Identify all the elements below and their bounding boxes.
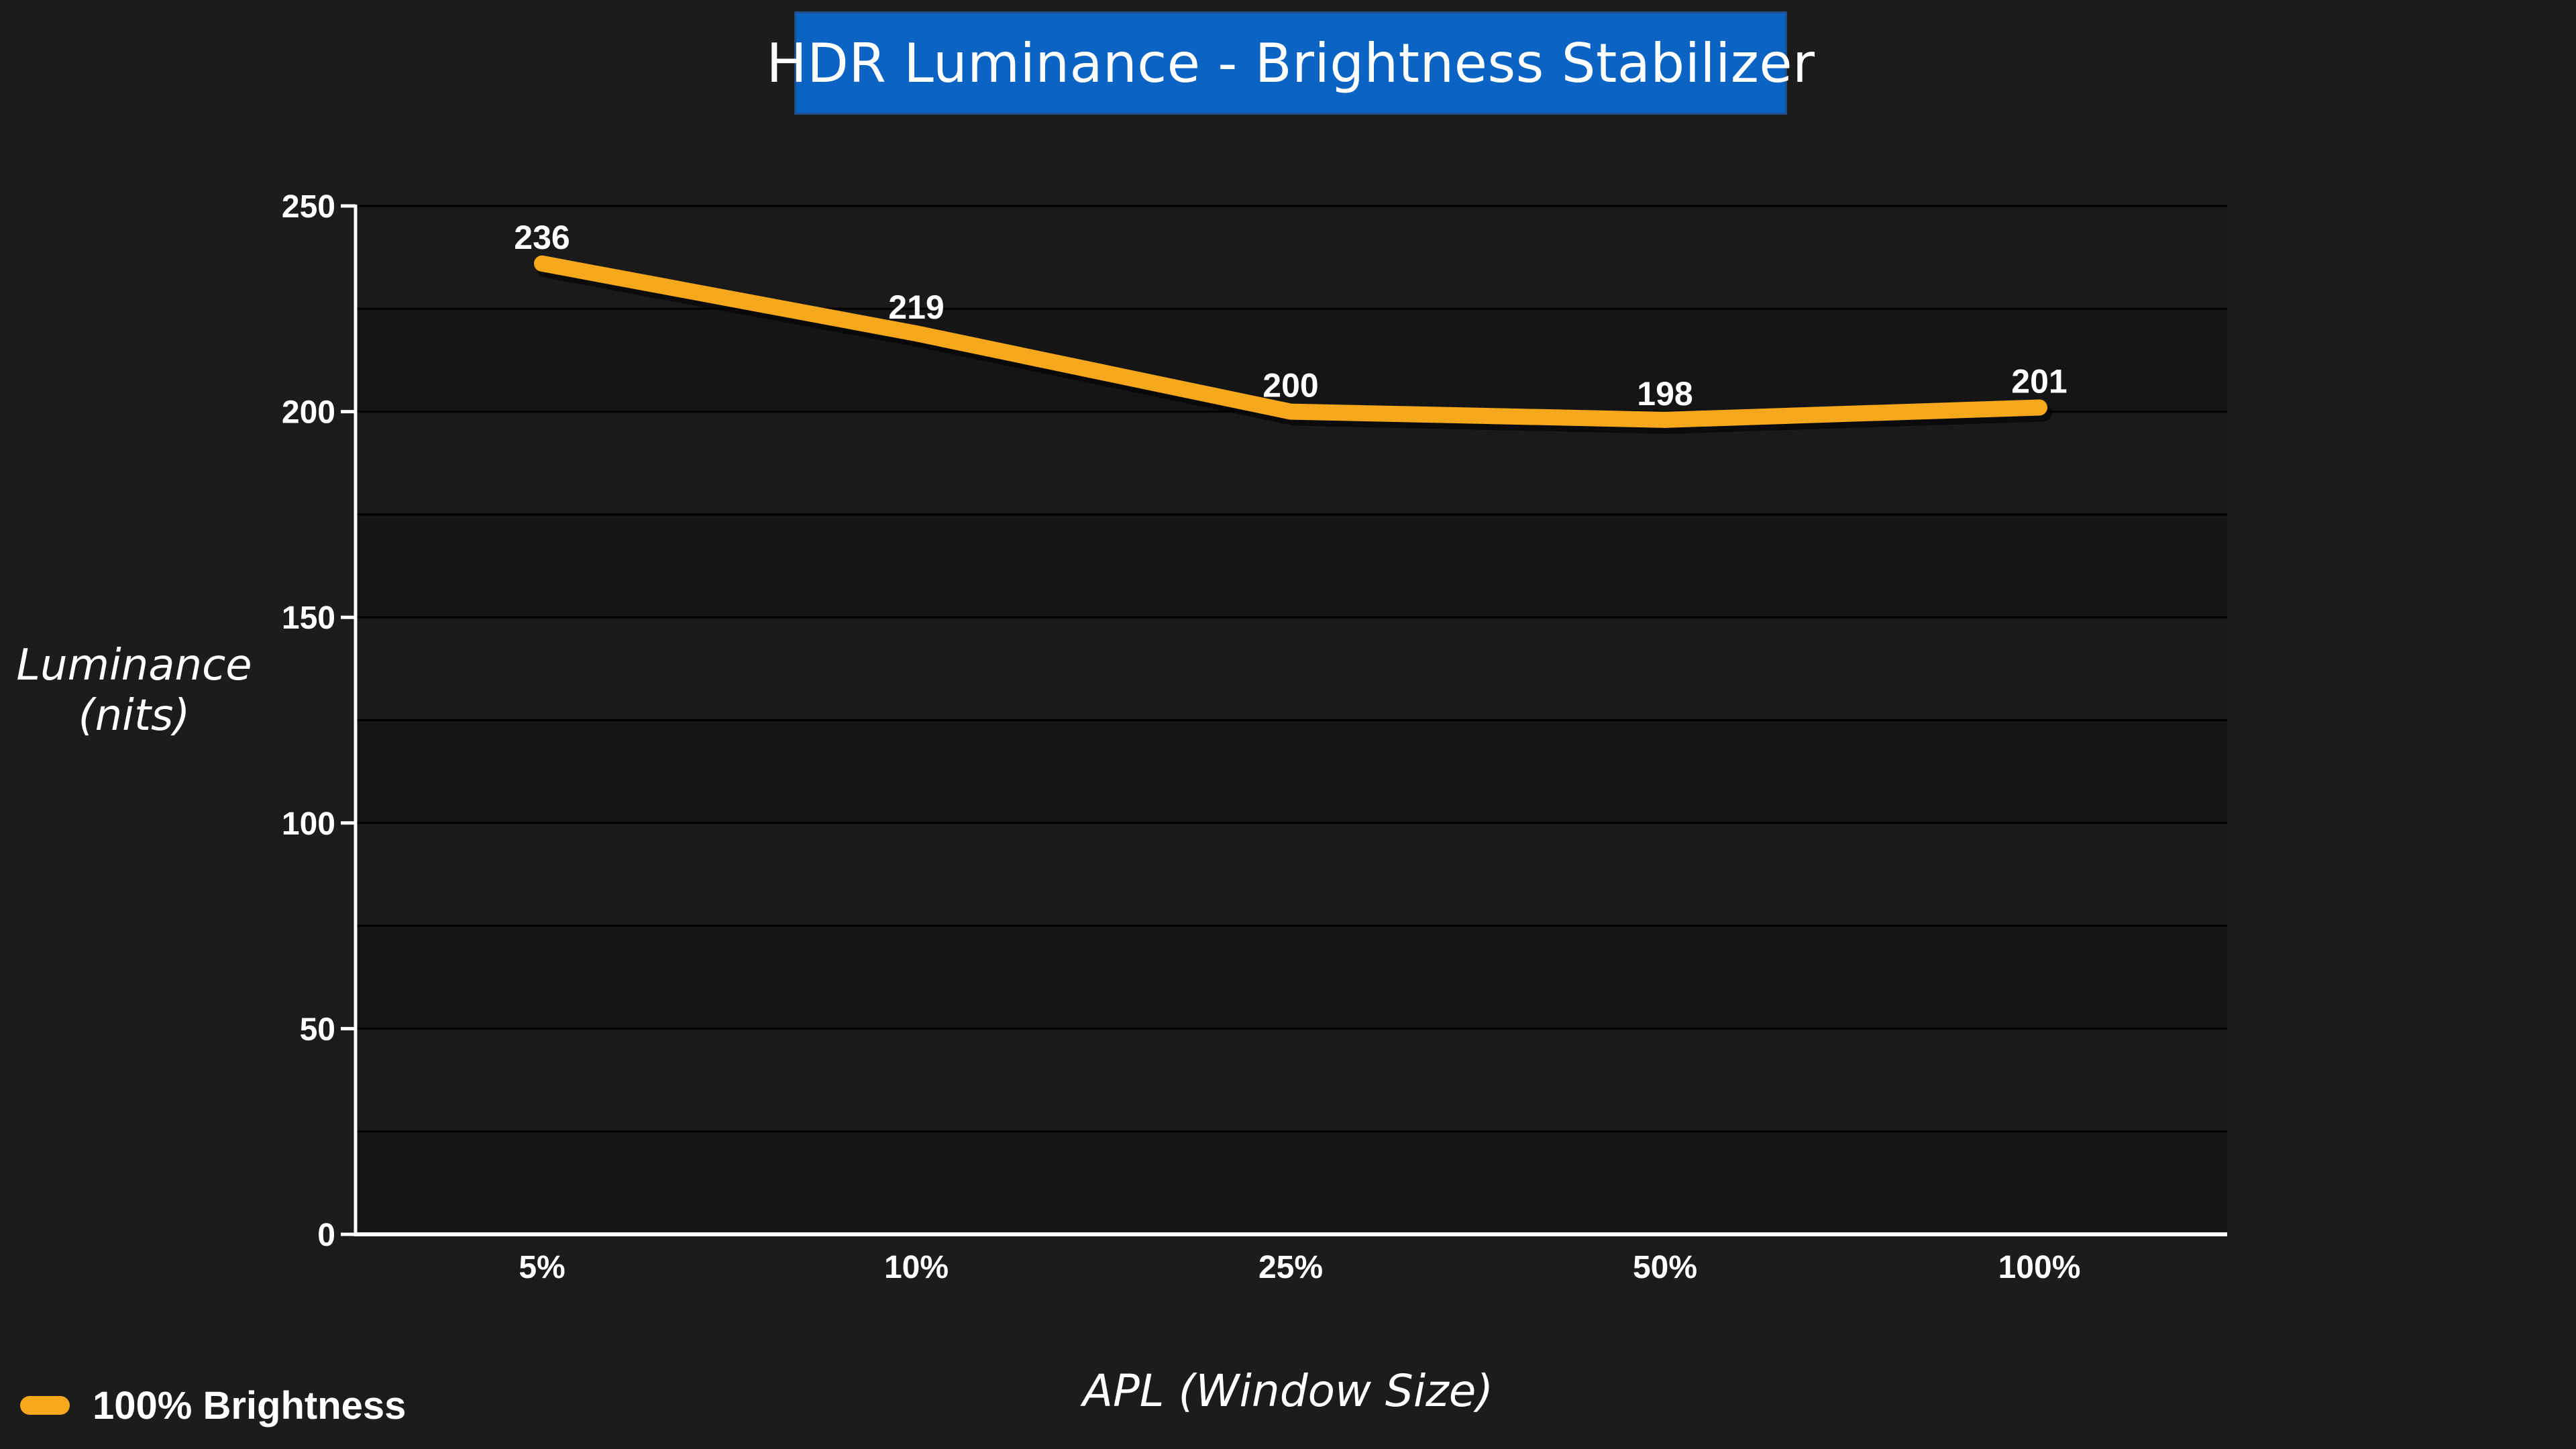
chart-title: HDR Luminance - Brightness Stabilizer xyxy=(766,32,1815,95)
data-point xyxy=(908,325,924,342)
data-point xyxy=(1283,403,1299,420)
x-tick-label: 5% xyxy=(519,1250,565,1285)
plot-band xyxy=(356,309,2227,412)
data-label: 200 xyxy=(1263,367,1318,405)
x-tick-label: 50% xyxy=(1633,1250,1697,1285)
data-point xyxy=(1657,411,1673,428)
chart-title-box: HDR Luminance - Brightness Stabilizer xyxy=(767,11,1815,115)
plot-band xyxy=(356,1028,2227,1132)
y-axis-label-line-2: (nits) xyxy=(78,691,191,741)
x-tick-label: 25% xyxy=(1258,1250,1323,1285)
y-tick-label: 0 xyxy=(317,1218,335,1253)
data-label: 219 xyxy=(888,288,944,326)
plot-band xyxy=(356,1131,2227,1234)
plot-band xyxy=(356,720,2227,823)
y-tick-label: 50 xyxy=(300,1012,335,1047)
data-point xyxy=(2031,399,2047,416)
y-tick-label: 250 xyxy=(282,189,335,225)
x-tick-label: 10% xyxy=(884,1250,949,1285)
y-tick-label: 200 xyxy=(282,395,335,431)
data-label: 198 xyxy=(1637,375,1693,413)
legend-label-100-brightness: 100% Brightness xyxy=(93,1383,407,1428)
data-label: 236 xyxy=(514,219,570,256)
data-label: 201 xyxy=(2011,362,2067,400)
legend-swatch-100-brightness xyxy=(20,1396,70,1415)
legend: 100% Brightness xyxy=(20,1379,406,1432)
plot-band xyxy=(356,822,2227,926)
y-axis-label-line-1: Luminance xyxy=(16,641,252,690)
plot-band xyxy=(356,926,2227,1029)
plot-band xyxy=(356,514,2227,618)
plot-band xyxy=(356,411,2227,515)
plot-band xyxy=(356,617,2227,720)
y-tick-label: 100 xyxy=(282,806,335,842)
x-tick-label: 100% xyxy=(1998,1250,2081,1285)
y-tick-label: 150 xyxy=(282,600,335,636)
x-axis-label: APL (Window Size) xyxy=(1082,1365,1494,1417)
data-point xyxy=(534,255,550,272)
